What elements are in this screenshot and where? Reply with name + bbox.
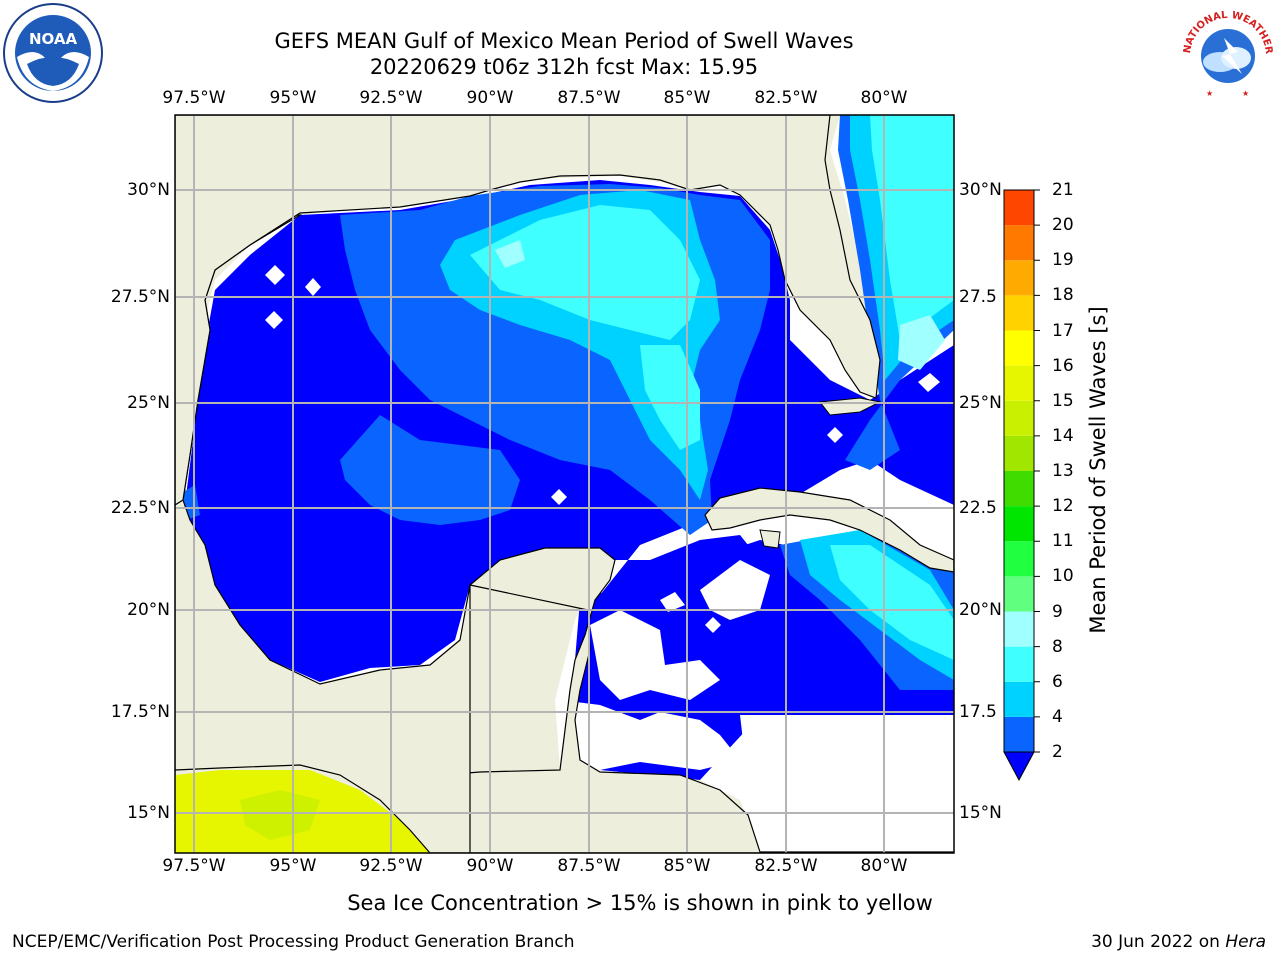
swell-8-9	[898, 315, 945, 370]
colorbar-tick-label: 10	[1052, 566, 1074, 587]
lat-left-tick-label: 30°N	[127, 180, 170, 200]
lat-left-tick-label: 22.5°N	[110, 498, 170, 518]
svg-text:NOAA: NOAA	[29, 30, 78, 48]
colorbar-segment	[1004, 365, 1034, 401]
map-frame	[174, 114, 955, 854]
colorbar-tick-label: 20	[1052, 215, 1074, 236]
lon-bottom-tick-label: 92.5°W	[359, 856, 423, 876]
colorbar-segment	[1004, 435, 1034, 471]
lon-top-tick-label: 85°W	[663, 88, 711, 108]
gridlines	[175, 115, 954, 853]
sea-ice-note: Sea Ice Concentration > 15% is shown in …	[347, 891, 933, 915]
lat-right-tick-label: 15°N	[959, 803, 1002, 823]
colorbar-segment	[1004, 506, 1034, 542]
lat-right-tick-label: 27.5	[959, 287, 997, 307]
colorbar-tick-label: 21	[1052, 180, 1074, 200]
colorbar-segment	[1004, 471, 1034, 507]
colorbar-tick-label: 4	[1052, 706, 1063, 727]
lat-left-tick-label: 25°N	[127, 393, 170, 413]
colorbar	[1003, 189, 1040, 782]
lat-right-tick-label: 25°N	[959, 393, 1002, 413]
us-gulf-coast	[175, 115, 881, 506]
colorbar-tick-label: 11	[1052, 531, 1074, 552]
colorbar-tick-label: 12	[1052, 496, 1074, 517]
lon-top-tick-label: 87.5°W	[557, 88, 621, 108]
lat-right-tick-label: 22.5	[959, 498, 997, 518]
lon-bottom-tick-label: 95°W	[269, 856, 317, 876]
colorbar-segment	[1004, 260, 1034, 296]
noaa-logo: NOAA	[3, 3, 103, 103]
colorbar-extend-arrow	[1003, 751, 1035, 782]
colorbar-segment	[1004, 646, 1034, 682]
colorbar-segment	[1004, 190, 1034, 226]
colorbar-tick-label: 13	[1052, 461, 1074, 481]
colorbar-tick-label: 16	[1052, 355, 1074, 376]
lat-right-tick-label: 17.5	[959, 702, 997, 722]
colorbar-segment	[1004, 330, 1034, 366]
lat-right-tick-label: 20°N	[959, 600, 1002, 620]
lon-top-tick-label: 80°W	[860, 88, 908, 108]
colorbar-segment	[1004, 541, 1034, 577]
nws-logo: NATIONAL WEATHER SERVICE ★ ★	[1176, 4, 1274, 98]
lon-top-tick-label: 90°W	[466, 88, 514, 108]
credit-text: NCEP/EMC/Verification Post Processing Pr…	[12, 932, 575, 952]
lon-bottom-tick-label: 90°W	[466, 856, 514, 876]
colorbar-tick-label: 8	[1052, 636, 1063, 657]
swell-6-8	[470, 205, 700, 340]
colorbar-tick-label: 14	[1052, 425, 1074, 446]
lat-left-tick-label: 15°N	[127, 803, 170, 823]
lon-bottom-tick-label: 87.5°W	[557, 856, 621, 876]
host-name: Hera	[1225, 932, 1266, 952]
lon-top-tick-label: 97.5°W	[162, 88, 226, 108]
colorbar-segment	[1004, 225, 1034, 261]
date-text: 30 Jun 2022 on	[1091, 932, 1220, 952]
lat-left-tick-label: 27.5°N	[110, 287, 170, 307]
lat-left-tick-label: 20°N	[127, 600, 170, 620]
colorbar-segment	[1004, 295, 1034, 331]
lon-top-tick-label: 95°W	[269, 88, 317, 108]
lat-right-tick-label: 30°N	[959, 180, 1002, 200]
lon-bottom-tick-label: 82.5°W	[754, 856, 818, 876]
lat-left-tick-label: 17.5°N	[110, 702, 170, 722]
lon-bottom-tick-label: 85°W	[663, 856, 711, 876]
colorbar-tick-label: 15	[1052, 390, 1074, 411]
lon-top-tick-label: 92.5°W	[359, 88, 423, 108]
lon-top-tick-label: 82.5°W	[754, 88, 818, 108]
colorbar-tick-label: 6	[1052, 671, 1063, 692]
lon-bottom-tick-label: 97.5°W	[162, 856, 226, 876]
colorbar-tick-label: 19	[1052, 250, 1074, 271]
colorbar-segment	[1004, 716, 1034, 752]
colorbar-tick-label: 9	[1052, 601, 1063, 622]
svg-text:★: ★	[1206, 89, 1213, 98]
svg-text:★: ★	[1242, 89, 1249, 98]
chart-title: GEFS MEAN Gulf of Mexico Mean Period of …	[274, 29, 854, 53]
colorbar-tick-label: 2	[1052, 742, 1063, 762]
date-line: 30 Jun 2022 on Hera	[1091, 932, 1266, 952]
chart-subtitle: 20220629 t06z 312h fcst Max: 15.95	[369, 55, 759, 79]
colorbar-segment	[1004, 576, 1034, 612]
colorbar-segment	[1004, 400, 1034, 436]
colorbar-label: Mean Period of Swell Waves [s]	[1086, 306, 1110, 634]
colorbar-segment	[1004, 681, 1034, 717]
lon-bottom-tick-label: 80°W	[860, 856, 908, 876]
colorbar-segment	[1004, 611, 1034, 647]
colorbar-tick-label: 18	[1052, 285, 1074, 306]
colorbar-tick-label: 17	[1052, 320, 1074, 341]
